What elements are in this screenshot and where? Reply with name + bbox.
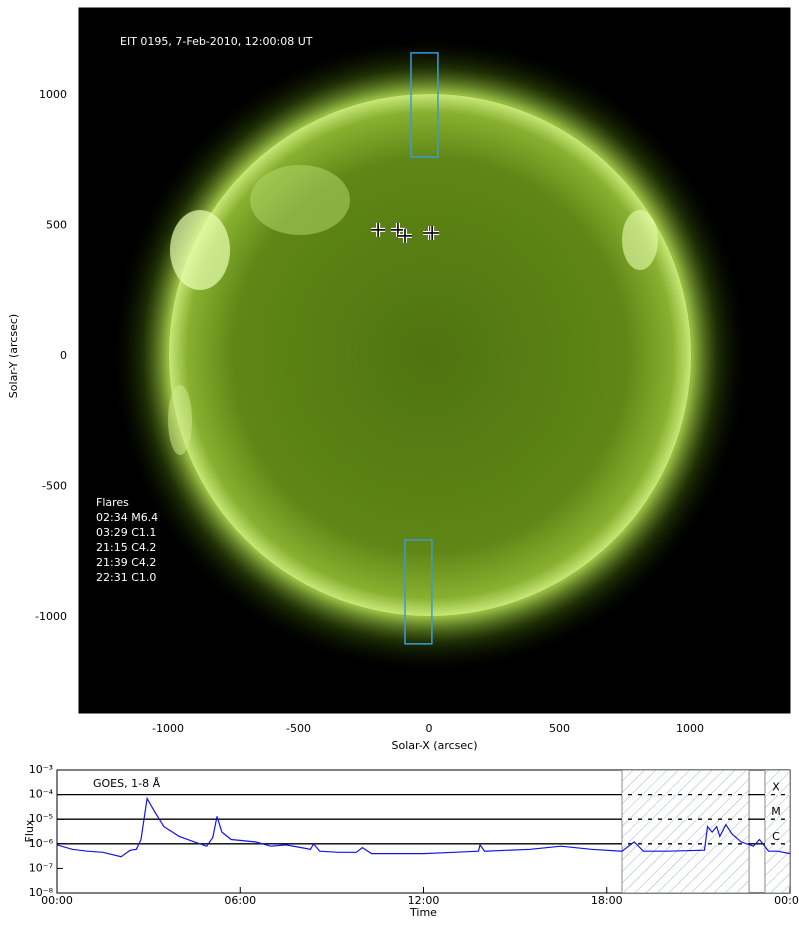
- flare-entry: 22:31 C1.0: [96, 571, 156, 584]
- x-tick-label: -1000: [152, 722, 184, 735]
- flux-line: [57, 796, 790, 858]
- x-tick-label: -500: [286, 722, 311, 735]
- active-region: [250, 165, 350, 235]
- region-box: [404, 539, 433, 645]
- solar-disk: [169, 94, 691, 616]
- data-gap-region: [764, 770, 790, 893]
- y-tick-label: 500: [46, 218, 67, 231]
- x-tick-label: 18:00: [591, 894, 623, 907]
- y-tick-label: -500: [42, 479, 67, 492]
- y-tick-label: 10⁻⁴: [29, 788, 54, 801]
- annotation-title: Flares: [96, 496, 129, 509]
- y-tick-label: 10⁻⁶: [29, 837, 54, 850]
- x-tick-label: 00:00: [41, 894, 73, 907]
- flare-entry: 21:15 C4.2: [96, 541, 156, 554]
- flare-marker: [425, 225, 440, 240]
- active-region: [622, 210, 658, 270]
- image-frame: [78, 7, 791, 714]
- y-tick-label: 10⁻⁷: [29, 861, 53, 874]
- x-axis-label: Time: [409, 906, 437, 919]
- x-tick-label: 500: [549, 722, 570, 735]
- class-label: C: [772, 830, 780, 843]
- x-tick-label: 12:00: [408, 894, 440, 907]
- y-tick-label: -1000: [35, 610, 67, 623]
- y-tick-label: 10⁻⁵: [29, 812, 53, 825]
- flare-marker: [390, 222, 405, 237]
- x-tick-label: 06:00: [224, 894, 256, 907]
- x-tick-label: 0: [426, 722, 433, 735]
- x-axis-label: Solar-X (arcsec): [392, 739, 478, 752]
- flare-entry: 02:34 M6.4: [96, 511, 158, 524]
- solar-image: [79, 8, 790, 713]
- class-label: X: [772, 781, 780, 794]
- y-axis-label: Flux: [23, 819, 36, 842]
- class-label: M: [771, 805, 781, 818]
- y-tick-label: 1000: [39, 88, 67, 101]
- image-title: EIT 0195, 7-Feb-2010, 12:00:08 UT: [120, 35, 313, 48]
- x-tick-label: 00:00: [774, 894, 799, 907]
- data-gap-region: [621, 770, 750, 893]
- flare-marker: [398, 228, 413, 243]
- y-axis-label: Solar-Y (arcsec): [7, 314, 20, 398]
- region-box: [410, 52, 439, 158]
- active-region: [168, 385, 192, 455]
- legend-entry: GOES, 1-8 Å: [93, 777, 161, 790]
- plot-area: [57, 770, 790, 893]
- flare-entry: 21:39 C4.2: [96, 556, 156, 569]
- flare-marker: [371, 222, 386, 237]
- y-tick-label: 10⁻³: [29, 763, 53, 776]
- y-tick-label: 0: [60, 349, 67, 362]
- y-tick-label: 10⁻⁸: [29, 886, 54, 899]
- x-tick-label: 1000: [676, 722, 704, 735]
- flare-entry: 03:29 C1.1: [96, 526, 156, 539]
- active-region: [170, 210, 230, 290]
